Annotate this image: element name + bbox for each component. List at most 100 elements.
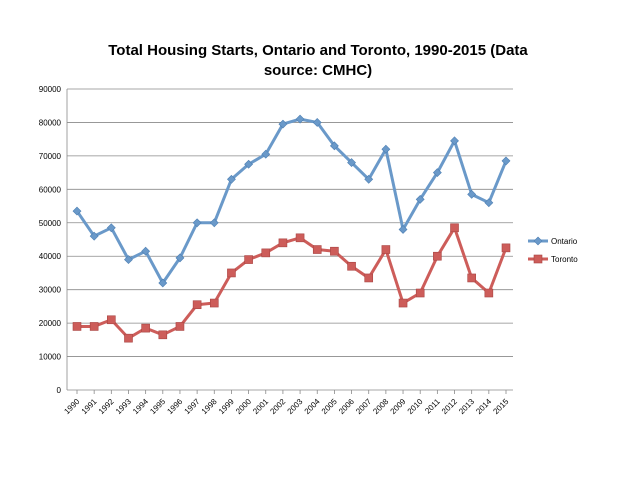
x-tick-label: 1993 [114,397,133,416]
x-tick-label: 2012 [440,397,459,416]
toronto-point [347,261,356,271]
y-tick-label: 50000 [39,219,62,228]
y-tick-label: 0 [57,386,62,395]
ontario-point [106,223,116,233]
ontario-point [381,144,391,154]
toronto-line [77,226,508,340]
toronto-point [312,245,322,254]
x-tick-label: 2008 [371,397,390,416]
legend-label-toronto: Toronto [551,255,578,264]
toronto-point [467,273,476,283]
gridlines [67,88,513,357]
ontario-point [329,141,339,151]
ontario-point [141,246,151,256]
x-tick-label: 2015 [491,397,510,416]
x-tick-label: 2001 [251,397,270,416]
y-tick-label: 30000 [39,286,62,295]
x-tick-label: 2006 [337,397,356,416]
ontario-point [415,194,425,204]
ontario-point [432,168,442,178]
y-tick-label: 20000 [39,319,62,328]
toronto-point [381,245,391,254]
toronto-point [209,298,219,308]
toronto-point [278,238,288,248]
toronto-point [450,223,459,233]
x-tick-label: 2011 [423,397,442,416]
ontario-point [467,189,477,199]
toronto-point [484,288,494,298]
toronto-point [141,323,150,333]
toronto-point [433,251,442,261]
axes [66,89,513,394]
ontario-point [450,136,459,146]
x-tick-label: 1999 [217,397,236,416]
y-tick-label: 40000 [39,252,62,261]
toronto-point [107,315,116,325]
toronto-point [72,322,82,331]
ontario-point [175,253,185,263]
ontario-point [124,255,133,264]
ontario-point [261,149,271,159]
ontario-point [89,231,99,241]
x-tick-label: 2007 [354,397,373,416]
y-tick-label: 90000 [39,85,62,94]
toronto-point [261,248,271,258]
legend-marker-toronto [533,254,543,264]
ontario-point [209,218,219,228]
toronto-point [192,300,202,310]
x-tick-label: 1991 [80,397,99,416]
y-tick-labels: 0 10000 20000 30000 40000 50000 60000 70000 8000… [39,85,62,395]
x-tick-labels: 1990199119921993199419951996199719981999… [62,397,510,416]
x-tick-label: 2013 [457,397,476,416]
toronto-point [364,273,374,283]
toronto-point [244,255,253,264]
legend-label-ontario: Ontario [551,237,578,246]
x-tick-label: 2003 [286,397,305,416]
y-tick-label: 70000 [39,152,62,161]
ontario-point [364,174,374,184]
y-tick-label: 10000 [39,353,62,362]
x-tick-label: 2010 [406,397,425,416]
toronto-point [158,330,168,340]
ontario-point [398,225,408,234]
toronto-point [175,322,185,331]
ontario-point [72,206,82,216]
x-tick-label: 2000 [234,397,253,416]
ontario-point [484,198,494,208]
x-tick-label: 1994 [131,397,150,416]
x-tick-label: 2014 [474,397,493,416]
ontario-point [347,158,356,168]
toronto-point [124,333,133,343]
ontario-line [75,117,508,285]
ontario-point [312,118,322,127]
x-tick-label: 2004 [303,397,322,416]
legend-marker-ontario [533,236,543,246]
chart-title-line-1: Total Housing Starts, Ontario and Toront… [108,42,528,59]
x-tick-label: 1997 [183,397,202,416]
ontario-point [158,278,168,288]
y-tick-label: 80000 [39,118,62,127]
x-tick-label: 1996 [165,397,184,416]
toronto-point [415,288,425,298]
x-tick-label: 1990 [62,397,81,416]
ontario-point [192,218,202,228]
x-tick-label: 1995 [148,397,167,416]
ontario-point [501,156,511,166]
ontario-point [278,119,288,129]
x-tick-label: 1998 [200,397,219,416]
x-tick-label: 2005 [320,397,339,416]
x-tick-label: 2002 [268,397,287,416]
toronto-point [330,246,339,256]
toronto-point [89,322,99,331]
ontario-point [295,114,305,124]
ontario-point [227,174,236,184]
toronto-point [501,243,511,253]
x-tick-label: 2009 [389,397,408,416]
x-tick-label: 1992 [97,397,116,416]
y-tick-label: 60000 [39,185,62,194]
legend: Ontario Toronto [528,236,578,264]
chart-title-line-2: source: CMHC) [264,62,372,79]
toronto-point [227,268,236,278]
